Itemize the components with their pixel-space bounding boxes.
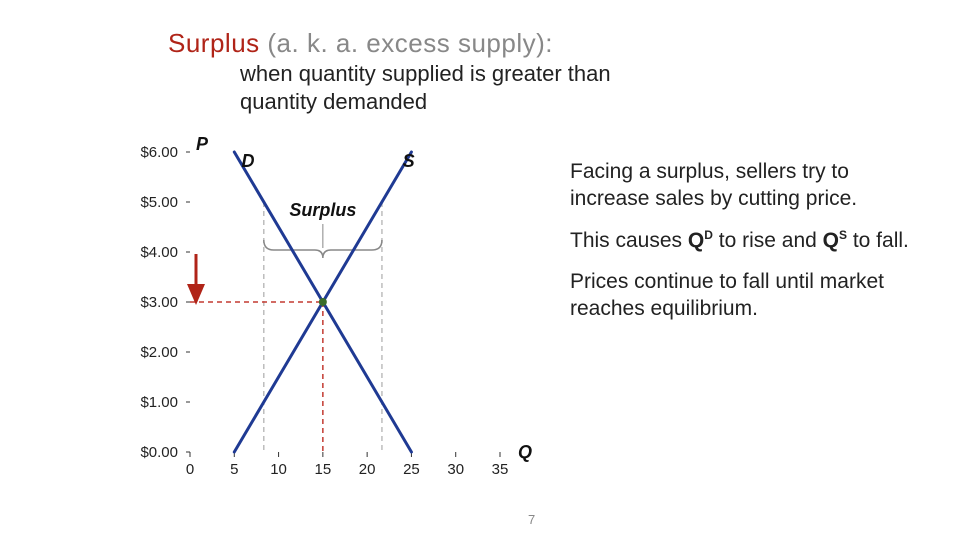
slide: Surplus (a. k. a. excess supply): when q… (0, 0, 960, 540)
svg-text:35: 35 (492, 461, 509, 478)
explanation-p2: This causes QD to rise and QS to fall. (570, 227, 930, 254)
svg-text:$3.00: $3.00 (140, 294, 178, 311)
chart-svg: $0.00 $1.00 $2.00 $3.00 $4.00 $5.00 $6.00 0 5 10 1… (110, 132, 540, 502)
svg-text:Q: Q (518, 442, 532, 462)
svg-text:20: 20 (359, 461, 376, 478)
slide-number: 7 (528, 512, 535, 527)
svg-text:$4.00: $4.00 (140, 244, 178, 261)
svg-text:$2.00: $2.00 (140, 344, 178, 361)
svg-text:$1.00: $1.00 (140, 394, 178, 411)
slide-title: Surplus (a. k. a. excess supply): (168, 28, 553, 59)
svg-text:$0.00: $0.00 (140, 444, 178, 461)
svg-text:25: 25 (403, 461, 420, 478)
svg-text:S: S (403, 151, 415, 171)
svg-text:10: 10 (270, 461, 287, 478)
explanation-p1: Facing a surplus, sellers try to increas… (570, 158, 930, 213)
surplus-chart: $0.00 $1.00 $2.00 $3.00 $4.00 $5.00 $6.00 0 5 10 1… (110, 132, 540, 502)
svg-text:$5.00: $5.00 (140, 194, 178, 211)
explanation-p3: Prices continue to fall until market rea… (570, 268, 930, 323)
explanation-column: Facing a surplus, sellers try to increas… (570, 158, 930, 336)
slide-subtitle: when quantity supplied is greater than q… (240, 60, 611, 115)
svg-text:P: P (196, 134, 209, 154)
svg-text:0: 0 (186, 461, 194, 478)
svg-text:5: 5 (230, 461, 238, 478)
svg-text:$6.00: $6.00 (140, 144, 178, 161)
svg-text:30: 30 (447, 461, 464, 478)
svg-text:15: 15 (315, 461, 332, 478)
svg-text:D: D (242, 151, 255, 171)
title-paren: (a. k. a. excess supply): (267, 28, 553, 58)
svg-text:Surplus: Surplus (289, 200, 356, 220)
title-term: Surplus (168, 28, 260, 58)
